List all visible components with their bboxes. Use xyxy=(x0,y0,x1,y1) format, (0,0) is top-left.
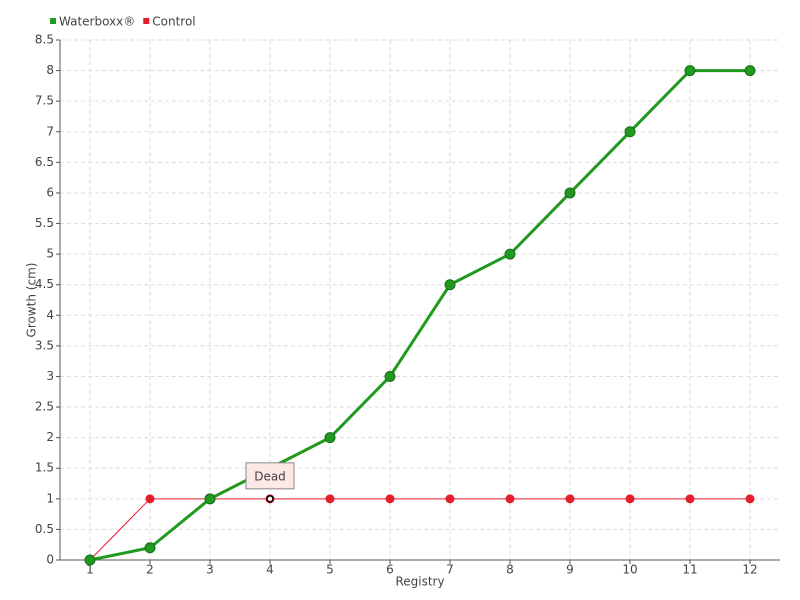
x-tick-label: 8 xyxy=(506,563,514,577)
legend-label: Control xyxy=(152,15,195,29)
y-tick-label: 4.5 xyxy=(35,277,54,291)
data-point xyxy=(144,542,156,554)
data-point xyxy=(505,494,515,504)
data-point xyxy=(745,494,755,504)
y-tick-label: 8.5 xyxy=(35,33,54,47)
x-tick-label: 6 xyxy=(386,563,394,577)
y-tick-label: 0 xyxy=(46,553,54,567)
data-point xyxy=(445,494,455,504)
y-tick-label: 5.5 xyxy=(35,216,54,230)
y-tick-label: 7 xyxy=(46,124,54,138)
y-tick-label: 2.5 xyxy=(35,400,54,414)
x-tick-label: 11 xyxy=(682,563,697,577)
legend-swatch xyxy=(50,18,56,24)
data-point xyxy=(624,126,636,138)
y-tick-label: 5 xyxy=(46,247,54,261)
x-tick-label: 2 xyxy=(146,563,154,577)
data-point xyxy=(145,494,155,504)
data-point xyxy=(685,494,695,504)
x-tick-label: 3 xyxy=(206,563,214,577)
y-axis-label: Growth (cm) xyxy=(25,263,39,338)
series-line xyxy=(89,69,750,562)
y-tick-label: 6 xyxy=(46,185,54,199)
x-tick-label: 4 xyxy=(266,563,274,577)
y-tick-label: 2 xyxy=(46,430,54,444)
x-tick-label: 5 xyxy=(326,563,334,577)
data-point xyxy=(564,187,576,199)
x-tick-label: 1 xyxy=(86,563,94,577)
annotation-text: Dead xyxy=(254,469,286,483)
y-tick-label: 3 xyxy=(46,369,54,383)
x-tick-label: 12 xyxy=(742,563,757,577)
data-point xyxy=(684,65,696,77)
y-tick-label: 4 xyxy=(46,308,54,322)
y-tick-label: 1.5 xyxy=(35,461,54,475)
data-point xyxy=(324,432,336,444)
data-point xyxy=(204,493,216,505)
x-tick-label: 7 xyxy=(446,563,454,577)
x-tick-label: 10 xyxy=(622,563,637,577)
annotation-box xyxy=(245,462,295,490)
x-axis-label: Registry xyxy=(395,575,444,589)
data-point xyxy=(625,494,635,504)
data-point xyxy=(325,494,335,504)
legend-label: Waterboxx® xyxy=(59,15,135,29)
legend-swatch xyxy=(143,18,150,24)
data-point xyxy=(84,554,96,566)
x-tick-label: 9 xyxy=(566,563,574,577)
y-tick-label: 7.5 xyxy=(35,94,54,108)
y-tick-label: 8 xyxy=(46,63,54,77)
data-point xyxy=(384,370,396,382)
y-tick-label: 3.5 xyxy=(35,338,54,352)
data-point xyxy=(385,494,395,504)
annotation-point xyxy=(266,495,274,503)
y-tick-label: 6.5 xyxy=(35,155,54,169)
series-line xyxy=(89,498,750,561)
data-point xyxy=(504,248,516,260)
y-tick-label: 0.5 xyxy=(35,522,54,536)
data-point xyxy=(444,279,456,291)
y-tick-label: 1 xyxy=(46,491,54,505)
data-point xyxy=(565,494,575,504)
data-point xyxy=(744,65,756,77)
